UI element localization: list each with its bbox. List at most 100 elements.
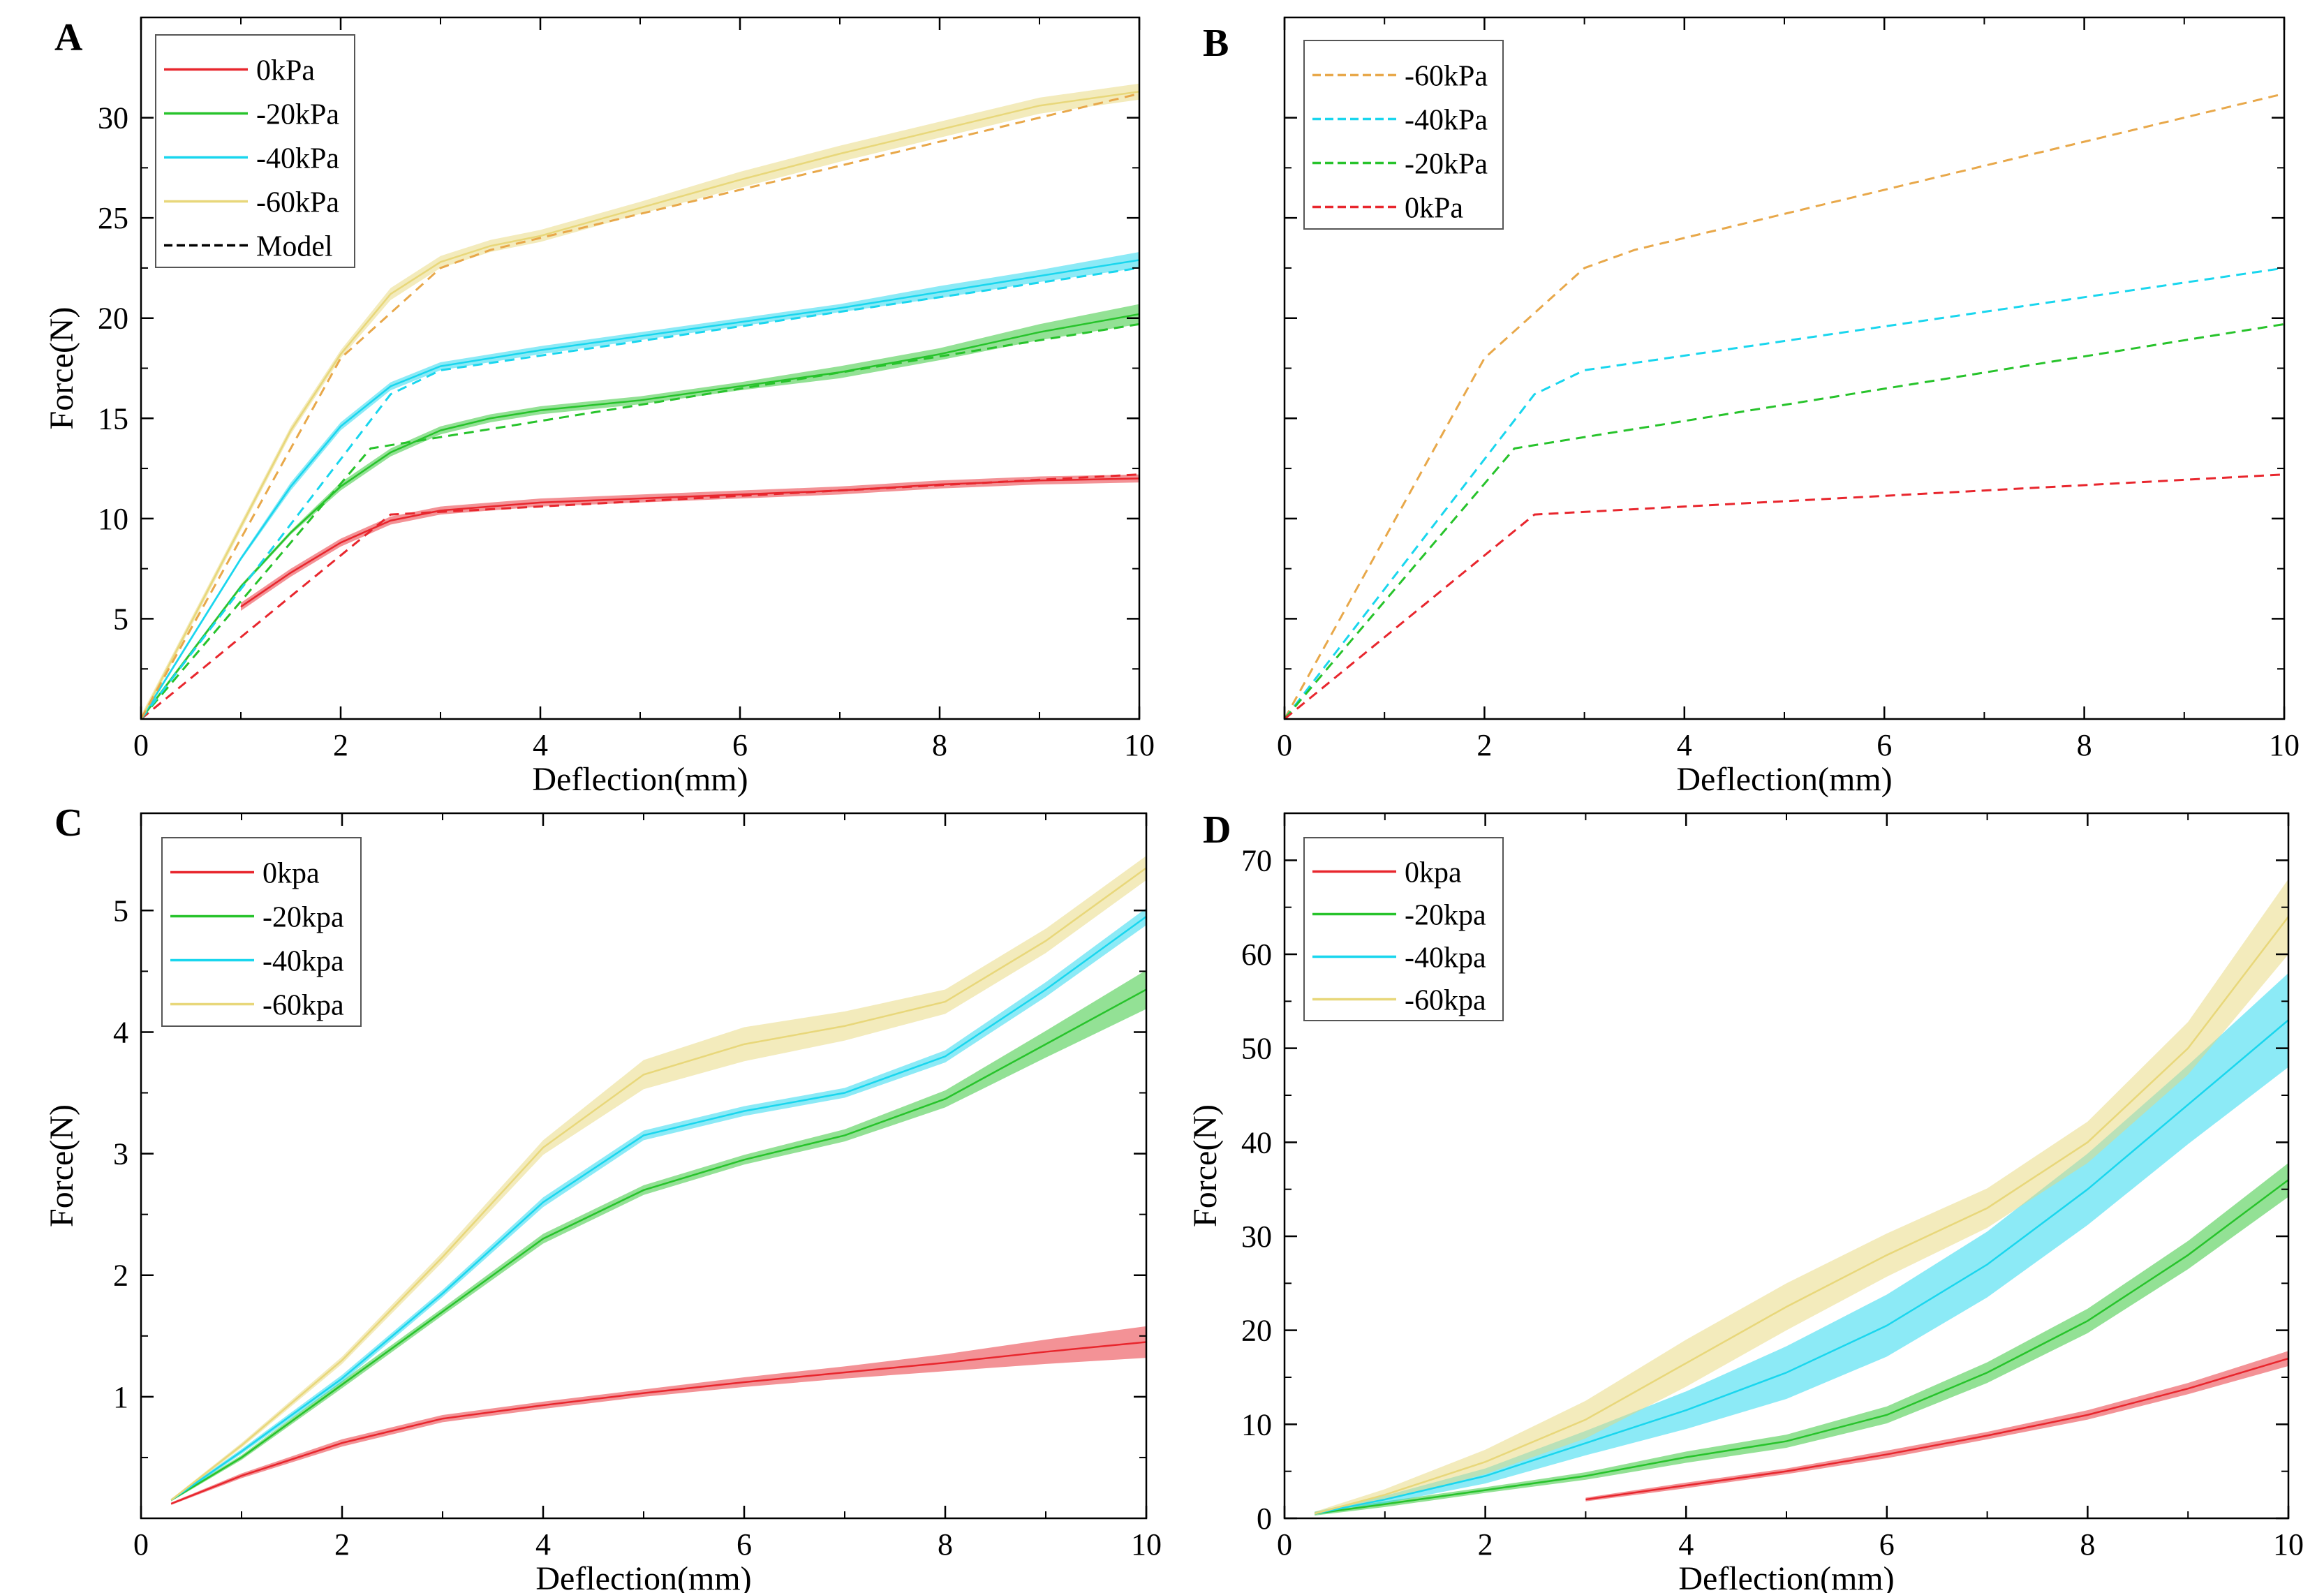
panel-a: 0 2 4 6 8 10 5 10 15 20 25 30 Deflection(mm) Force(N)…: [43, 16, 1155, 798]
x-tick-label: 8: [2077, 728, 2092, 762]
series-line-0kpa: [1585, 1357, 2288, 1501]
x-tick-label: 0: [1277, 728, 1292, 762]
series-line-60kpa: [141, 91, 1139, 719]
y-tick-label: 70: [1241, 843, 1272, 877]
legend-label: 0kpa: [262, 858, 320, 890]
y-tick-label: 20: [98, 302, 128, 336]
x-tick-label: 2: [1476, 728, 1492, 762]
y-tick-label: 10: [1241, 1407, 1272, 1442]
y-tick-label: 20: [1241, 1314, 1272, 1348]
y-tick-label: 3: [113, 1137, 128, 1171]
y-tick-label: 2: [113, 1259, 128, 1293]
series-line-40kpa: [170, 916, 1146, 1501]
panel-label: D: [1203, 808, 1231, 852]
series-line-0kpa: [1285, 473, 2284, 719]
legend-box: [1303, 837, 1504, 1021]
legend-label: -20kpa: [262, 902, 344, 934]
y-tick-label: 5: [113, 894, 128, 928]
legend-label: -60kpa: [1405, 985, 1486, 1017]
series-line-60kpa: [1285, 92, 2284, 719]
panel-d: 0 2 4 6 8 10 0 10 20 30 40 50 60 70 Deflection(mm) Forc…: [1187, 808, 2304, 1593]
legend: 0kpa -20kpa -40kpa -60kpa: [1303, 837, 1504, 1021]
legend: -60kPa -40kPa -20kPa 0kPa: [1303, 40, 1504, 230]
series-line-0kpa-model: [141, 473, 1139, 719]
x-axis-title: Deflection(mm): [1678, 1560, 1894, 1593]
x-axis-title: Deflection(mm): [535, 1560, 751, 1593]
plot-area: [170, 855, 1146, 1505]
y-tick-label: 15: [98, 401, 128, 436]
legend-label: Model: [256, 231, 333, 263]
x-tick-label: 4: [535, 1527, 551, 1562]
y-axis-title: Force(N): [43, 307, 80, 430]
x-tick-label: 8: [938, 1527, 953, 1562]
series-line-20kpa: [1285, 323, 2284, 719]
series-line-40kpa: [1314, 1019, 2288, 1515]
x-tick-label: 0: [133, 728, 149, 762]
x-axis-title: Deflection(mm): [532, 761, 748, 798]
series-line-60kpa-model: [141, 92, 1139, 719]
legend-label: 0kpa: [1405, 857, 1462, 889]
y-tick-label: 1: [113, 1380, 128, 1414]
legend-label: -60kPa: [1405, 61, 1488, 93]
plot-area: [1285, 92, 2284, 719]
legend-label: -40kpa: [262, 946, 344, 978]
legend: 0kpa -20kpa -40kpa -60kpa: [161, 837, 362, 1027]
plot-area: [141, 83, 1139, 719]
legend-box: [161, 837, 362, 1027]
x-tick-label: 10: [2269, 728, 2300, 762]
series-line-20kpa-model: [141, 323, 1139, 719]
x-tick-label: 8: [2080, 1527, 2095, 1562]
band-60kpa: [141, 83, 1139, 719]
panel-label: C: [54, 801, 82, 845]
x-tick-label: 4: [1678, 1527, 1694, 1562]
legend-label: -40kPa: [256, 143, 339, 175]
band-0kpa: [171, 1326, 1146, 1505]
series-line-60kpa: [1314, 916, 2288, 1515]
x-tick-label: 4: [533, 728, 548, 762]
legend-label: -20kPa: [256, 99, 339, 131]
x-tick-label: 6: [732, 728, 748, 762]
series-line-20kpa: [170, 988, 1146, 1501]
series-line-0kpa: [170, 1341, 1146, 1505]
x-axis-title: Deflection(mm): [1676, 761, 1892, 798]
x-tick-label: 8: [932, 728, 947, 762]
x-tick-label: 2: [334, 1527, 350, 1562]
x-tick-label: 10: [2273, 1527, 2304, 1562]
panel-c: 0 2 4 6 8 1012345Deflection(mm)Force(N)C0kpa-…: [43, 801, 1162, 1593]
legend-label: -20kPa: [1405, 149, 1488, 181]
y-tick-label: 50: [1241, 1032, 1272, 1066]
legend-label: -60kpa: [262, 990, 344, 1022]
x-tick-label: 0: [1277, 1527, 1292, 1562]
legend-label: -20kpa: [1405, 900, 1486, 932]
series-line-20kpa: [1314, 1179, 2288, 1515]
y-tick-label: 60: [1241, 938, 1272, 972]
legend-label: -60kPa: [256, 187, 339, 219]
x-tick-label: 10: [1131, 1527, 1162, 1562]
plot-area: [1314, 879, 2288, 1516]
series-line-40kpa-model: [141, 267, 1139, 719]
y-tick-label: 0: [1257, 1502, 1272, 1536]
legend-label: -40kpa: [1405, 942, 1486, 975]
y-tick-label: 30: [98, 101, 128, 135]
legend-box: [1303, 40, 1504, 230]
legend-box: [155, 34, 355, 268]
y-axis-title: Force(N): [1187, 1104, 1224, 1227]
panel-label: B: [1203, 22, 1229, 65]
x-tick-label: 6: [737, 1527, 752, 1562]
series-line-20kpa: [141, 313, 1139, 719]
x-tick-label: 10: [1124, 728, 1155, 762]
y-tick-label: 30: [1241, 1220, 1272, 1254]
y-axis-title: Force(N): [43, 1104, 80, 1227]
y-tick-label: 10: [98, 502, 128, 536]
legend-label: 0kPa: [256, 55, 315, 87]
band-60kpa: [171, 855, 1146, 1502]
legend-label: 0kPa: [1405, 193, 1463, 225]
x-tick-label: 6: [1877, 728, 1892, 762]
series-line-40kpa: [1285, 267, 2284, 719]
y-tick-label: 40: [1241, 1125, 1272, 1159]
x-tick-label: 2: [1478, 1527, 1493, 1562]
x-tick-label: 2: [333, 728, 348, 762]
series-line-40kpa: [141, 259, 1139, 719]
legend-label: -40kPa: [1405, 105, 1488, 137]
